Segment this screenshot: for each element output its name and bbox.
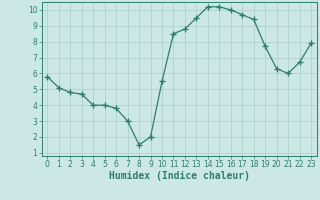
X-axis label: Humidex (Indice chaleur): Humidex (Indice chaleur) (109, 171, 250, 181)
